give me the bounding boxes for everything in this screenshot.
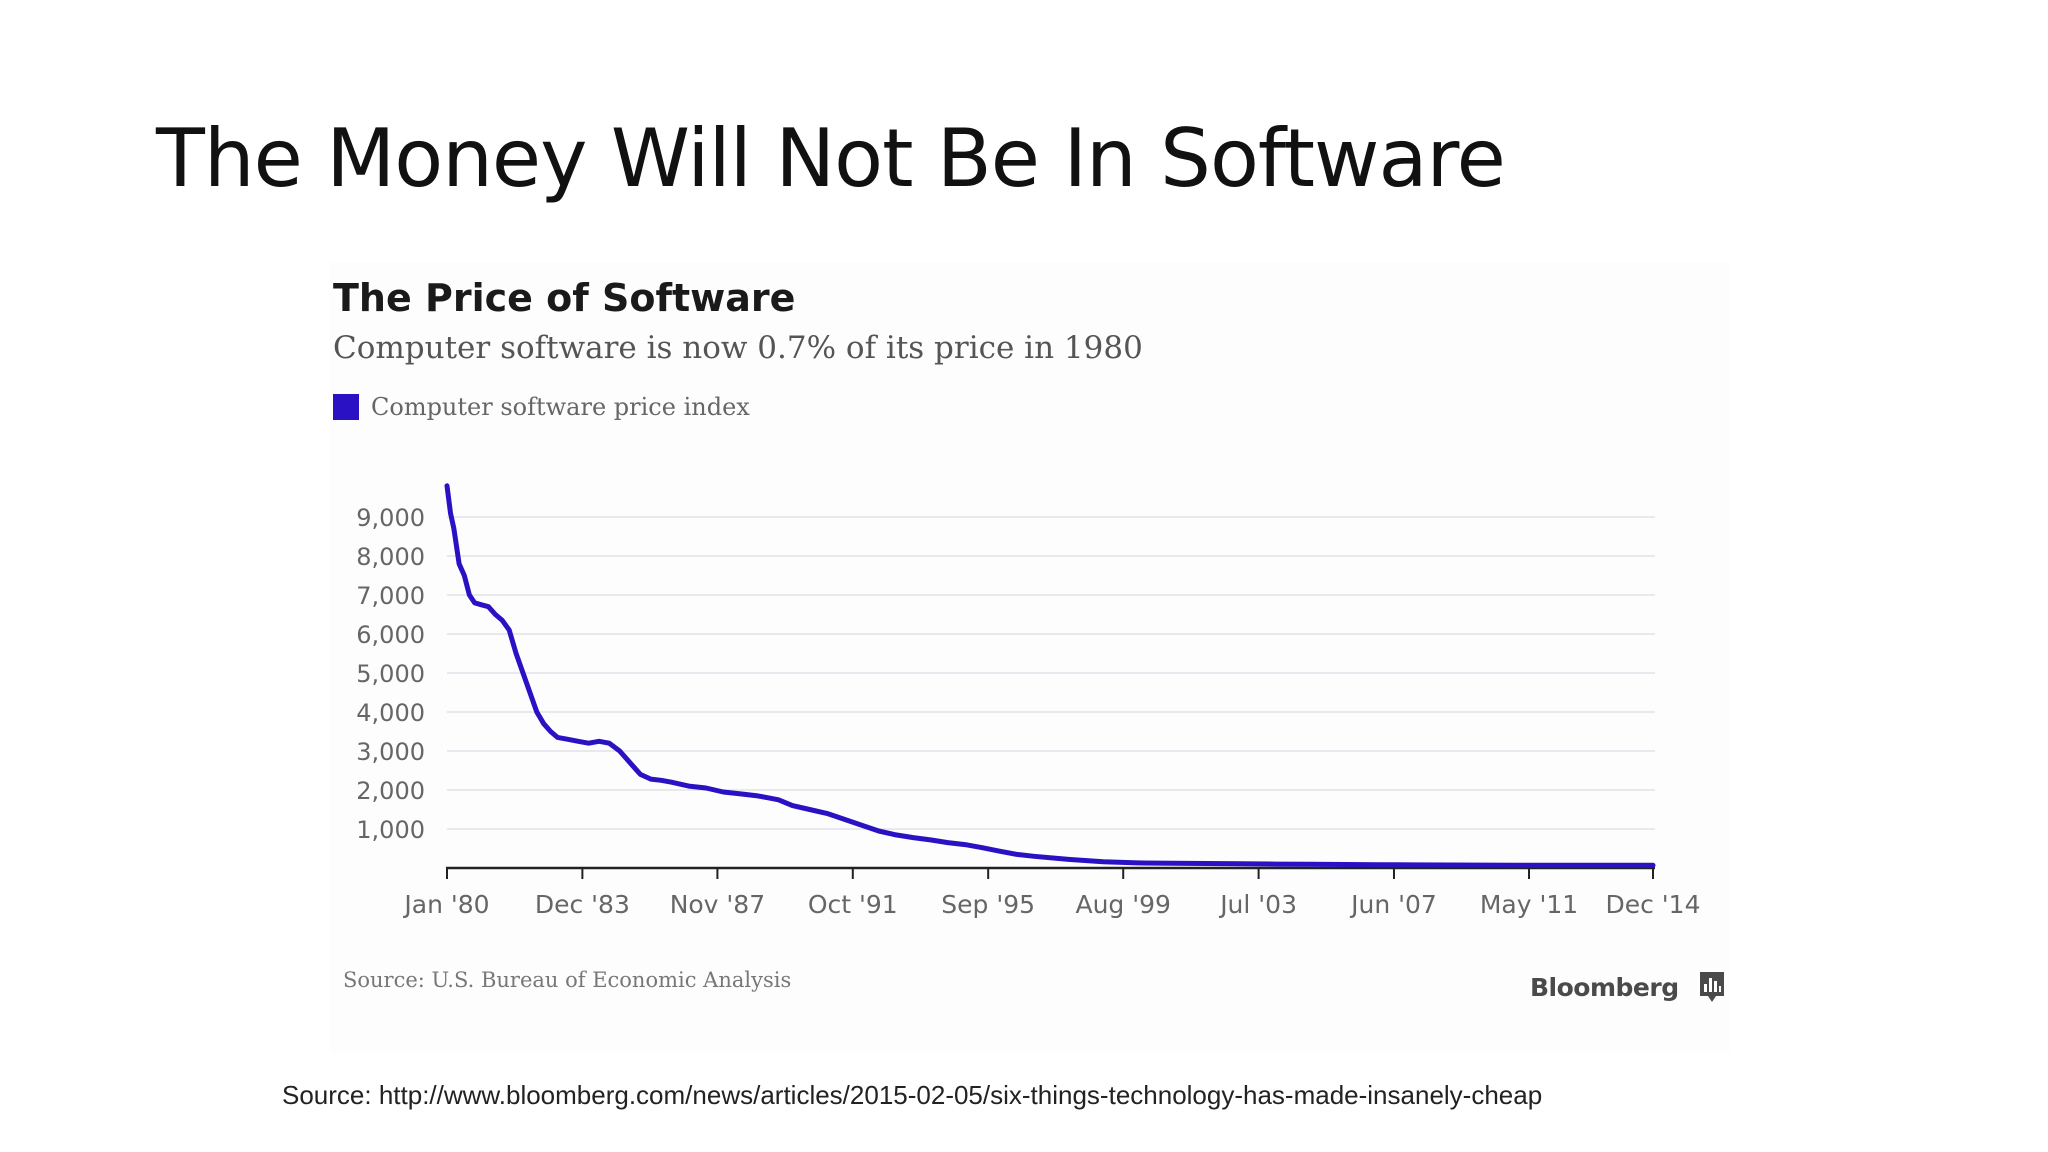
brand-logo-text: Bloomberg [1530,972,1679,1002]
x-tick-label: Jun '07 [1349,890,1437,919]
slide-source-link[interactable]: Source: http://www.bloomberg.com/news/ar… [282,1080,1543,1110]
chart-title: The Price of Software [333,276,796,320]
bloomberg-chart-icon [1699,972,1724,1002]
x-tick-label: Nov '87 [670,890,765,919]
y-tick-label: 7,000 [356,582,425,610]
y-tick-label: 2,000 [356,777,425,805]
chart-subtitle: Computer software is now 0.7% of its pri… [333,330,1143,366]
bloomberg-brand: Bloomberg [1530,970,1727,1004]
chart-legend: Computer software price index [333,393,750,421]
y-tick-label: 5,000 [356,660,425,688]
legend-swatch [333,394,359,420]
grid-lines [447,516,1655,830]
x-axis-ticks [446,868,1654,879]
y-tick-label: 4,000 [356,699,425,727]
chart-source-note: Source: U.S. Bureau of Economic Analysis [343,968,792,992]
y-tick-label: 1,000 [356,816,425,844]
x-axis-labels: Jan '80 Dec '83 Nov '87 Oct '91 Sep '95 Aug '… [402,890,1700,919]
chart-panel [330,262,1730,1052]
series-layer [444,483,1656,868]
x-tick-label: May '11 [1480,890,1578,919]
y-tick-label: 3,000 [356,738,425,766]
x-tick-label: Jan '80 [402,890,489,919]
slide-title: The Money Will Not Be In Software [156,112,1506,205]
y-axis-labels: 1,000 2,000 3,000 4,000 5,000 6,000 7,000 8,000… [356,504,425,844]
x-tick-label: Oct '91 [808,890,898,919]
x-tick-label: Aug '99 [1075,890,1170,919]
x-tick-label: Sep '95 [941,890,1035,919]
x-tick-label: Jul '03 [1218,890,1297,919]
x-tick-label: Dec '83 [535,890,630,919]
y-tick-label: 6,000 [356,621,425,649]
y-tick-label: 8,000 [356,543,425,571]
legend-label: Computer software price index [371,393,750,421]
x-tick-label: Dec '14 [1605,890,1700,919]
series-line-software-price-index [444,483,1656,868]
y-tick-label: 9,000 [356,504,425,532]
